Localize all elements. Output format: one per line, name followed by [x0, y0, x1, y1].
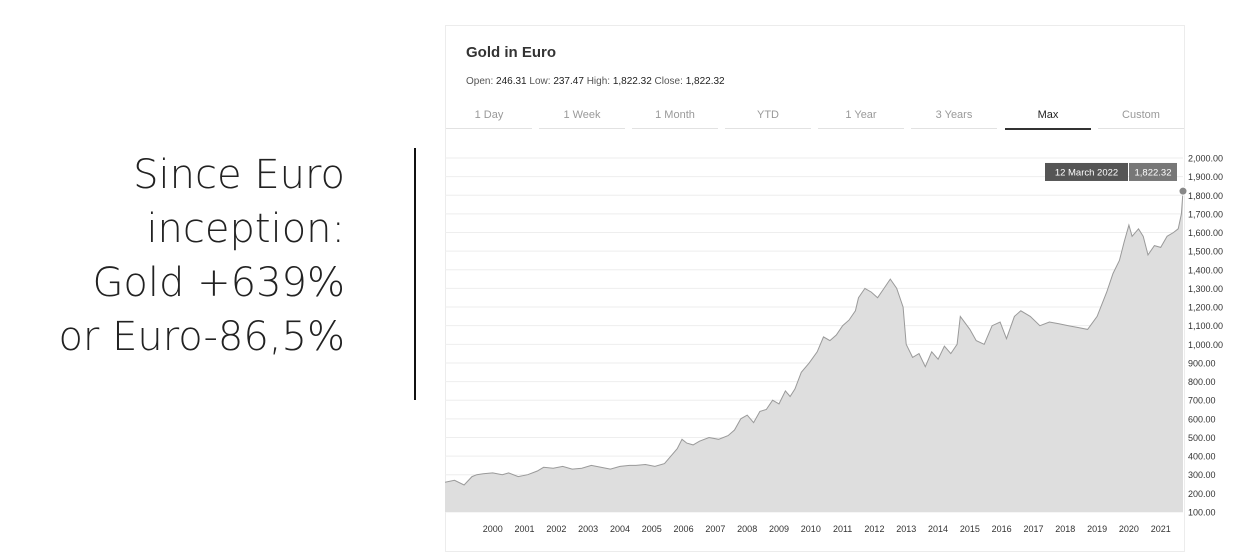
vertical-divider — [414, 148, 416, 400]
range-tabs: 1 Day 1 Week 1 Month YTD 1 Year 3 Years … — [446, 106, 1184, 130]
x-tick-label: 2017 — [1023, 524, 1043, 534]
y-tick-label: 1,300.00 — [1188, 284, 1223, 294]
tab-1-day[interactable]: 1 Day — [446, 106, 532, 129]
y-tick-label: 1,700.00 — [1188, 209, 1223, 219]
y-tick-label: 2,000.00 — [1188, 154, 1223, 164]
tooltip-value: 1,822.32 — [1135, 167, 1172, 178]
x-tick-label: 2001 — [515, 524, 535, 534]
tab-custom[interactable]: Custom — [1098, 106, 1184, 129]
tooltip-date-box — [1045, 162, 1128, 181]
x-tick-label: 2002 — [546, 524, 566, 534]
tab-1-week[interactable]: 1 Week — [539, 106, 625, 129]
high-value: 1,822.32 — [612, 76, 652, 87]
y-tick-label: 600.00 — [1188, 414, 1216, 424]
tab-1-year[interactable]: 1 Year — [818, 106, 904, 129]
x-tick-label: 2013 — [896, 524, 916, 534]
x-tick-label: 2004 — [610, 524, 630, 534]
x-tick-label: 2006 — [674, 524, 694, 534]
headline-line: or Euro-86,5% — [58, 314, 345, 360]
x-tick-label: 2008 — [737, 524, 757, 534]
x-tick-label: 2010 — [801, 524, 821, 534]
chart-title: Gold in Euro — [466, 44, 556, 61]
x-tick-label: 2005 — [642, 524, 662, 534]
headline-text: Since Euro inception: Gold +639% or Euro… — [58, 148, 345, 364]
tooltip-value-box — [1129, 162, 1177, 181]
y-tick-label: 1,000.00 — [1188, 340, 1223, 350]
y-tick-label: 700.00 — [1188, 396, 1216, 406]
series-area — [445, 191, 1183, 512]
x-tick-label: 2020 — [1119, 524, 1139, 534]
y-tick-label: 1,200.00 — [1188, 303, 1223, 313]
y-tick-label: 900.00 — [1188, 358, 1216, 368]
y-tick-label: 1,100.00 — [1188, 321, 1223, 331]
ohlc-summary: Open: 246.31 Low: 237.47 High: 1,822.32 … — [466, 76, 725, 87]
headline-line: Since Euro — [133, 152, 345, 198]
close-value: 1,822.32 — [685, 76, 725, 87]
low-label: Low: — [529, 76, 551, 87]
x-tick-label: 2009 — [769, 524, 789, 534]
y-tick-label: 200.00 — [1188, 489, 1216, 499]
y-tick-label: 300.00 — [1188, 470, 1216, 480]
tab-1-month[interactable]: 1 Month — [632, 106, 718, 129]
last-point-marker — [1178, 186, 1188, 196]
y-tick-label: 1,900.00 — [1188, 172, 1223, 182]
tab-ytd[interactable]: YTD — [725, 106, 811, 129]
gold-price-chart: 100.00 200.00 300.00 400.00 500.00 600.00 700.… — [445, 154, 1223, 534]
y-tick-label: 500.00 — [1188, 433, 1216, 443]
x-tick-label: 2019 — [1087, 524, 1107, 534]
x-tick-label: 2018 — [1055, 524, 1075, 534]
headline-line: inception: — [146, 206, 345, 252]
x-tick-label: 2015 — [960, 524, 980, 534]
tooltip-date: 12 March 2022 — [1055, 167, 1118, 178]
y-tick-label: 1,600.00 — [1188, 228, 1223, 238]
y-tick-label: 800.00 — [1188, 377, 1216, 387]
x-tick-label: 2012 — [864, 524, 884, 534]
x-tick-label: 2014 — [928, 524, 948, 534]
x-tick-label: 2011 — [833, 524, 852, 534]
x-tick-label: 2007 — [705, 524, 725, 534]
low-value: 237.47 — [553, 76, 584, 87]
open-value: 246.31 — [496, 76, 527, 87]
tab-3-years[interactable]: 3 Years — [911, 106, 997, 129]
tab-max[interactable]: Max — [1005, 106, 1091, 130]
close-label: Close: — [654, 76, 683, 87]
x-tick-label: 2003 — [578, 524, 598, 534]
y-tick-label: 1,400.00 — [1188, 265, 1223, 275]
headline-line: Gold +639% — [92, 260, 345, 306]
y-tick-label: 400.00 — [1188, 452, 1216, 462]
x-tick-label: 2021 — [1151, 524, 1171, 534]
y-tick-label: 100.00 — [1188, 508, 1216, 518]
high-label: High: — [586, 76, 611, 87]
y-tick-label: 1,800.00 — [1188, 191, 1223, 201]
series-line — [445, 191, 1184, 486]
y-tick-label: 1,500.00 — [1188, 247, 1223, 257]
open-label: Open: — [466, 76, 494, 87]
x-tick-label: 2016 — [992, 524, 1012, 534]
x-tick-label: 2000 — [483, 524, 503, 534]
